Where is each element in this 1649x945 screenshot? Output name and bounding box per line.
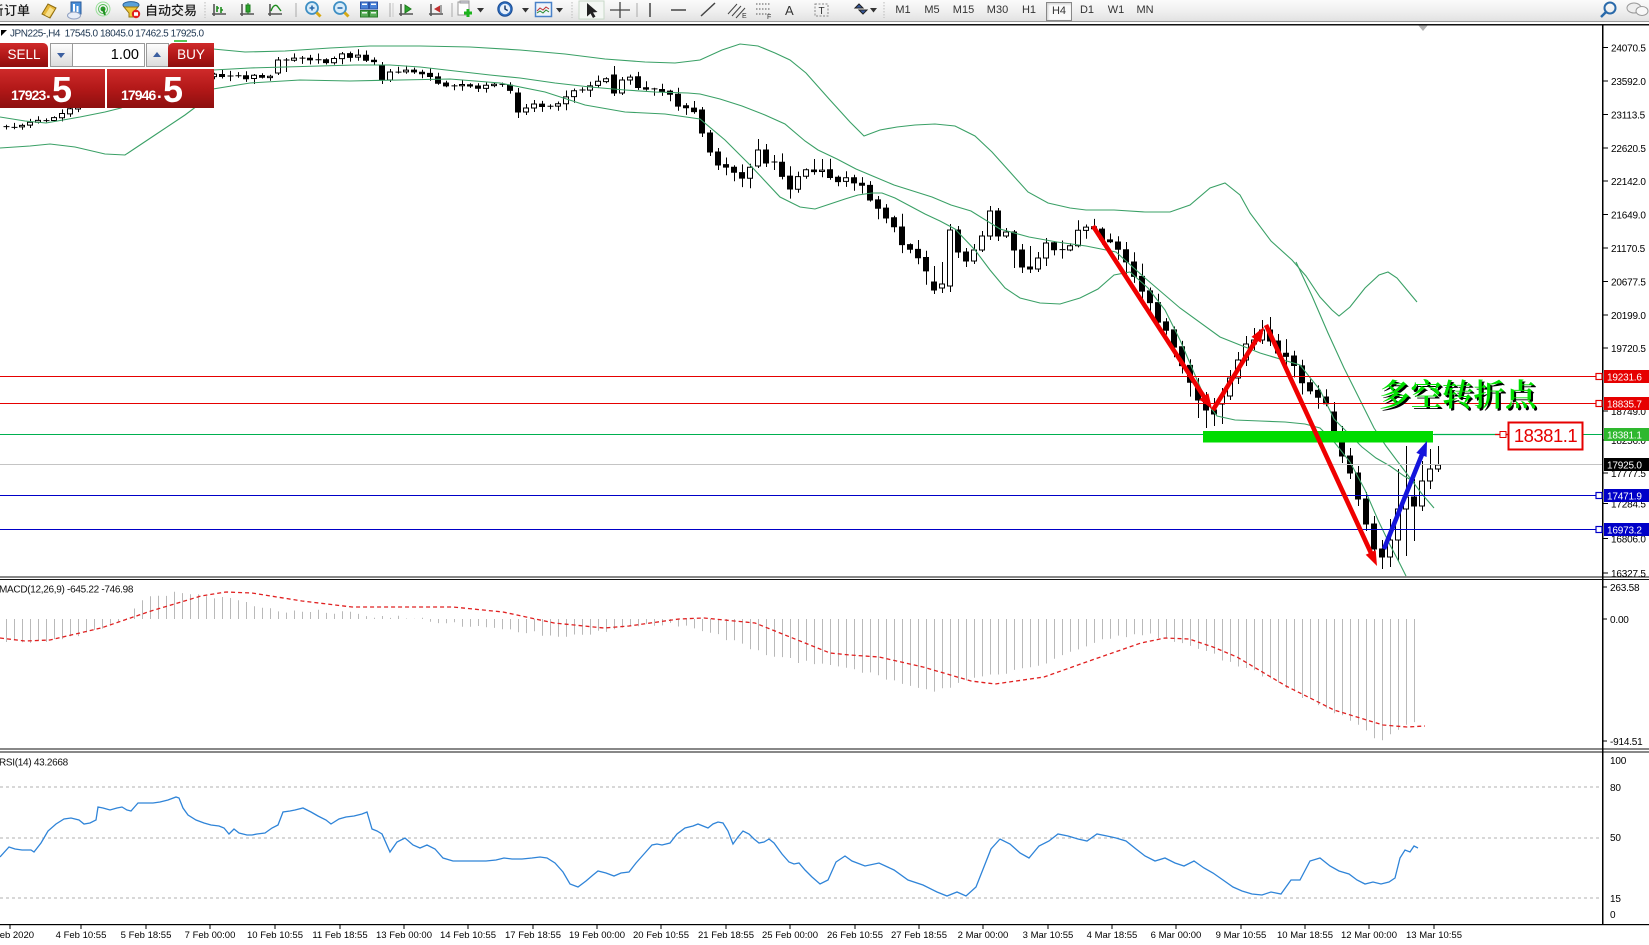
svg-text:50: 50 [1610,833,1621,844]
svg-text:18256.0: 18256.0 [1611,436,1646,447]
svg-text:4 Feb 10:55: 4 Feb 10:55 [56,930,107,941]
svg-text:80: 80 [1610,783,1621,794]
svg-text:17 Feb 18:55: 17 Feb 18:55 [505,930,561,941]
svg-text:16973.2: 16973.2 [1607,526,1642,537]
svg-text:16806.0: 16806.0 [1611,535,1646,546]
svg-text:20677.5: 20677.5 [1611,278,1646,289]
svg-text:22620.5: 22620.5 [1611,144,1646,155]
svg-text:18835.7: 18835.7 [1607,400,1642,411]
svg-text:18381.1: 18381.1 [1514,425,1578,446]
svg-text:0: 0 [1610,910,1616,921]
svg-text:5 Feb 18:55: 5 Feb 18:55 [121,930,172,941]
svg-text:MACD(12,26,9) -645.22 -746.98: MACD(12,26,9) -645.22 -746.98 [0,585,134,596]
svg-text:14 Feb 10:55: 14 Feb 10:55 [440,930,496,941]
svg-text:3 Feb 2020: 3 Feb 2020 [0,930,34,941]
svg-text:24070.5: 24070.5 [1611,44,1646,55]
svg-text:17471.9: 17471.9 [1607,492,1642,503]
svg-text:2 Mar 00:00: 2 Mar 00:00 [958,930,1009,941]
svg-text:21 Feb 18:55: 21 Feb 18:55 [698,930,754,941]
svg-text:15: 15 [1610,894,1621,905]
svg-text:27 Feb 18:55: 27 Feb 18:55 [891,930,947,941]
svg-text:16327.5: 16327.5 [1611,569,1646,580]
svg-text:23592.0: 23592.0 [1611,77,1646,88]
svg-text:263.58: 263.58 [1610,583,1640,594]
svg-text:RSI(14) 43.2668: RSI(14) 43.2668 [0,758,69,769]
svg-text:0.00: 0.00 [1610,615,1629,626]
svg-text:JPN225-,H4 17545.0 18045.0 17: JPN225-,H4 17545.0 18045.0 17462.5 17925… [10,29,204,40]
svg-text:F: F [767,14,771,21]
svg-text:17925.0: 17925.0 [1607,461,1642,472]
svg-text:3 Mar 10:55: 3 Mar 10:55 [1023,930,1074,941]
svg-text:17777.5: 17777.5 [1611,469,1646,480]
svg-text:20 Feb 10:55: 20 Feb 10:55 [633,930,689,941]
svg-text:6 Mar 00:00: 6 Mar 00:00 [1151,930,1202,941]
svg-text:23113.5: 23113.5 [1611,111,1646,122]
svg-text:T: T [819,6,825,17]
svg-text:22142.0: 22142.0 [1611,177,1646,188]
svg-text:18749.0: 18749.0 [1611,407,1646,418]
svg-text:18381.1: 18381.1 [1607,431,1642,442]
svg-text:9 Mar 10:55: 9 Mar 10:55 [1216,930,1267,941]
svg-text:19231.6: 19231.6 [1607,373,1642,384]
svg-text:21649.0: 21649.0 [1611,211,1646,222]
svg-text:10 Mar 18:55: 10 Mar 18:55 [1277,930,1333,941]
svg-text:19 Feb 00:00: 19 Feb 00:00 [569,930,625,941]
svg-text:17284.5: 17284.5 [1611,500,1646,511]
svg-text:20199.0: 20199.0 [1611,311,1646,322]
svg-text:25 Feb 00:00: 25 Feb 00:00 [762,930,818,941]
svg-text:A: A [785,3,794,18]
svg-text:13 Feb 00:00: 13 Feb 00:00 [376,930,432,941]
svg-text:13 Mar 10:55: 13 Mar 10:55 [1406,930,1462,941]
svg-text:26 Feb 10:55: 26 Feb 10:55 [827,930,883,941]
svg-text:7 Feb 00:00: 7 Feb 00:00 [185,930,236,941]
svg-text:12 Mar 00:00: 12 Mar 00:00 [1341,930,1397,941]
svg-text:E: E [742,13,747,20]
svg-text:19720.5: 19720.5 [1611,344,1646,355]
svg-text:-914.51: -914.51 [1610,737,1643,748]
svg-text:100: 100 [1610,756,1627,767]
svg-text:10 Feb 10:55: 10 Feb 10:55 [247,930,303,941]
svg-text:11 Feb 18:55: 11 Feb 18:55 [312,930,367,941]
svg-text:21170.5: 21170.5 [1611,244,1646,255]
svg-text:4 Mar 18:55: 4 Mar 18:55 [1087,930,1138,941]
